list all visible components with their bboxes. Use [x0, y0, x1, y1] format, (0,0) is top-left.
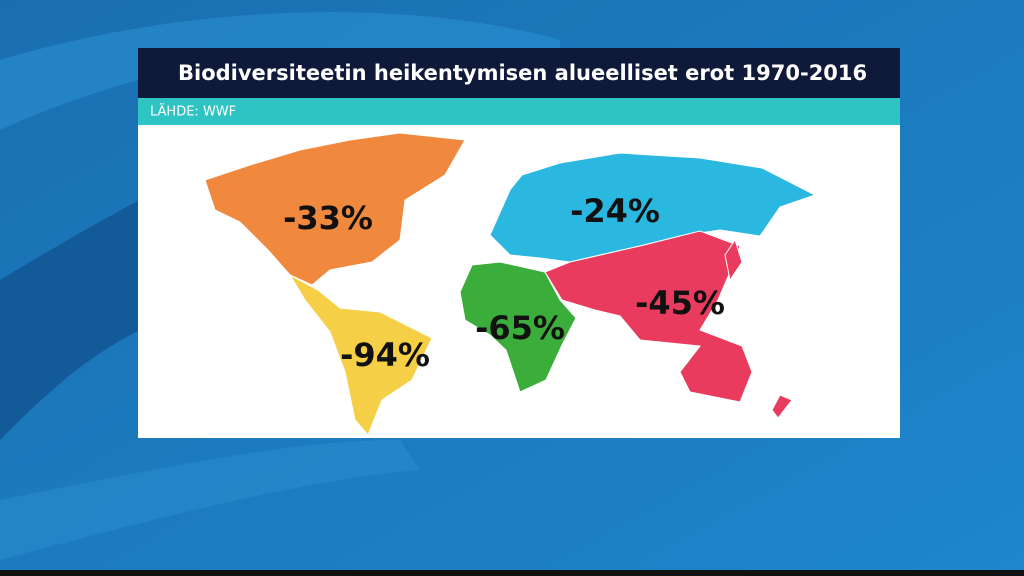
region-label: -94% [340, 336, 430, 374]
swirl [0, 200, 140, 440]
source-bar [138, 98, 900, 125]
region-shape [771, 394, 793, 419]
swirl [0, 12, 560, 130]
region-shape [544, 230, 753, 403]
region-shape [489, 152, 817, 263]
region-shape [459, 261, 577, 393]
region-shape [724, 238, 743, 282]
region-shape [204, 132, 466, 286]
title-bar [138, 48, 900, 98]
region-label: -65% [475, 309, 565, 347]
source: LÄHDE: WWF [150, 104, 236, 120]
map: -33% -94% -65% -24% -45% [204, 132, 817, 436]
region-label: -33% [283, 199, 373, 237]
region-shape [288, 273, 433, 436]
title: Biodiversiteetin heikentymisen alueellis… [178, 61, 867, 85]
region-label: -24% [570, 192, 660, 230]
bottom-edge [0, 570, 1024, 576]
region-label: -45% [635, 284, 725, 322]
swirl [0, 440, 420, 560]
